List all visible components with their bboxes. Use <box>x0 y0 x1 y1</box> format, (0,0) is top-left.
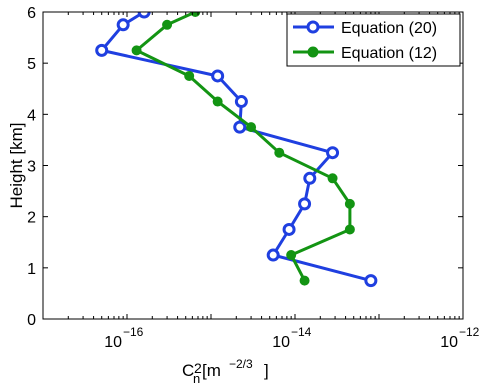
data-point <box>274 147 285 158</box>
data-point <box>162 19 173 30</box>
y-tick-label-1: 1 <box>27 261 36 278</box>
data-point <box>131 45 142 56</box>
x-axis-label-unit-close: ] <box>264 361 269 380</box>
data-point <box>246 122 257 133</box>
data-point <box>234 95 248 109</box>
series-layer <box>95 12 378 288</box>
x-tick-label-exponent: −16 <box>123 325 144 339</box>
y-tick-label-0: 0 <box>27 312 36 329</box>
data-point <box>299 275 310 286</box>
x-axis-label: 2 C n [m −2/3 ] <box>182 357 269 386</box>
y-tick-label-3: 3 <box>27 159 36 176</box>
x-axis-label-base: C <box>182 361 194 380</box>
data-point <box>298 197 312 211</box>
y-tick-label-5: 5 <box>27 56 36 73</box>
data-point <box>266 248 280 262</box>
x-tick-label-base: 10 <box>104 334 122 351</box>
data-point <box>344 198 355 209</box>
y-axis-label: Height [km] <box>7 123 26 209</box>
x-tick-label-base: 10 <box>440 334 458 351</box>
legend-marker-equation-12 <box>307 46 319 58</box>
legend: Equation (20) Equation (12) <box>286 13 461 67</box>
series-equation-12 <box>131 12 355 286</box>
x-axis-label-sup: 2 <box>194 360 202 376</box>
y-tick-label-4: 4 <box>27 107 36 124</box>
x-tick-label-exponent: −14 <box>291 325 312 339</box>
data-point <box>326 146 340 160</box>
data-point <box>327 173 338 184</box>
x-tick-label-base: 10 <box>272 334 290 351</box>
legend-label-equation-12: Equation (12) <box>341 45 437 62</box>
data-point <box>344 224 355 235</box>
series-line-equation-12 <box>135 12 352 282</box>
x-tick-label-−14: 10−14 <box>272 325 311 351</box>
y-tick-label-2: 2 <box>27 210 36 227</box>
data-point <box>286 250 297 261</box>
data-point <box>137 12 151 19</box>
x-axis-label-unit-exp: −2/3 <box>229 357 253 371</box>
x-tick-label-−16: 10−16 <box>104 325 143 351</box>
y-tick-label-6: 6 <box>27 5 36 22</box>
legend-entry-equation-20: Equation (20) <box>293 20 437 37</box>
x-axis-label-sub: n <box>193 371 200 386</box>
legend-entry-equation-12: Equation (12) <box>293 45 437 62</box>
data-point <box>95 43 109 57</box>
data-point <box>212 96 223 107</box>
data-point <box>303 171 317 185</box>
series-equation-20 <box>95 12 378 288</box>
legend-label-equation-20: Equation (20) <box>341 20 437 37</box>
data-point <box>211 69 225 83</box>
data-point <box>184 70 195 81</box>
data-point <box>364 274 378 288</box>
legend-marker-equation-20 <box>306 20 320 34</box>
data-point <box>233 120 247 134</box>
x-tick-label-exponent: −12 <box>459 325 480 339</box>
x-tick-label-−12: 10−12 <box>440 325 479 351</box>
x-axis-label-unit-open: [m <box>202 361 221 380</box>
data-point <box>282 222 296 236</box>
data-point <box>116 18 130 32</box>
